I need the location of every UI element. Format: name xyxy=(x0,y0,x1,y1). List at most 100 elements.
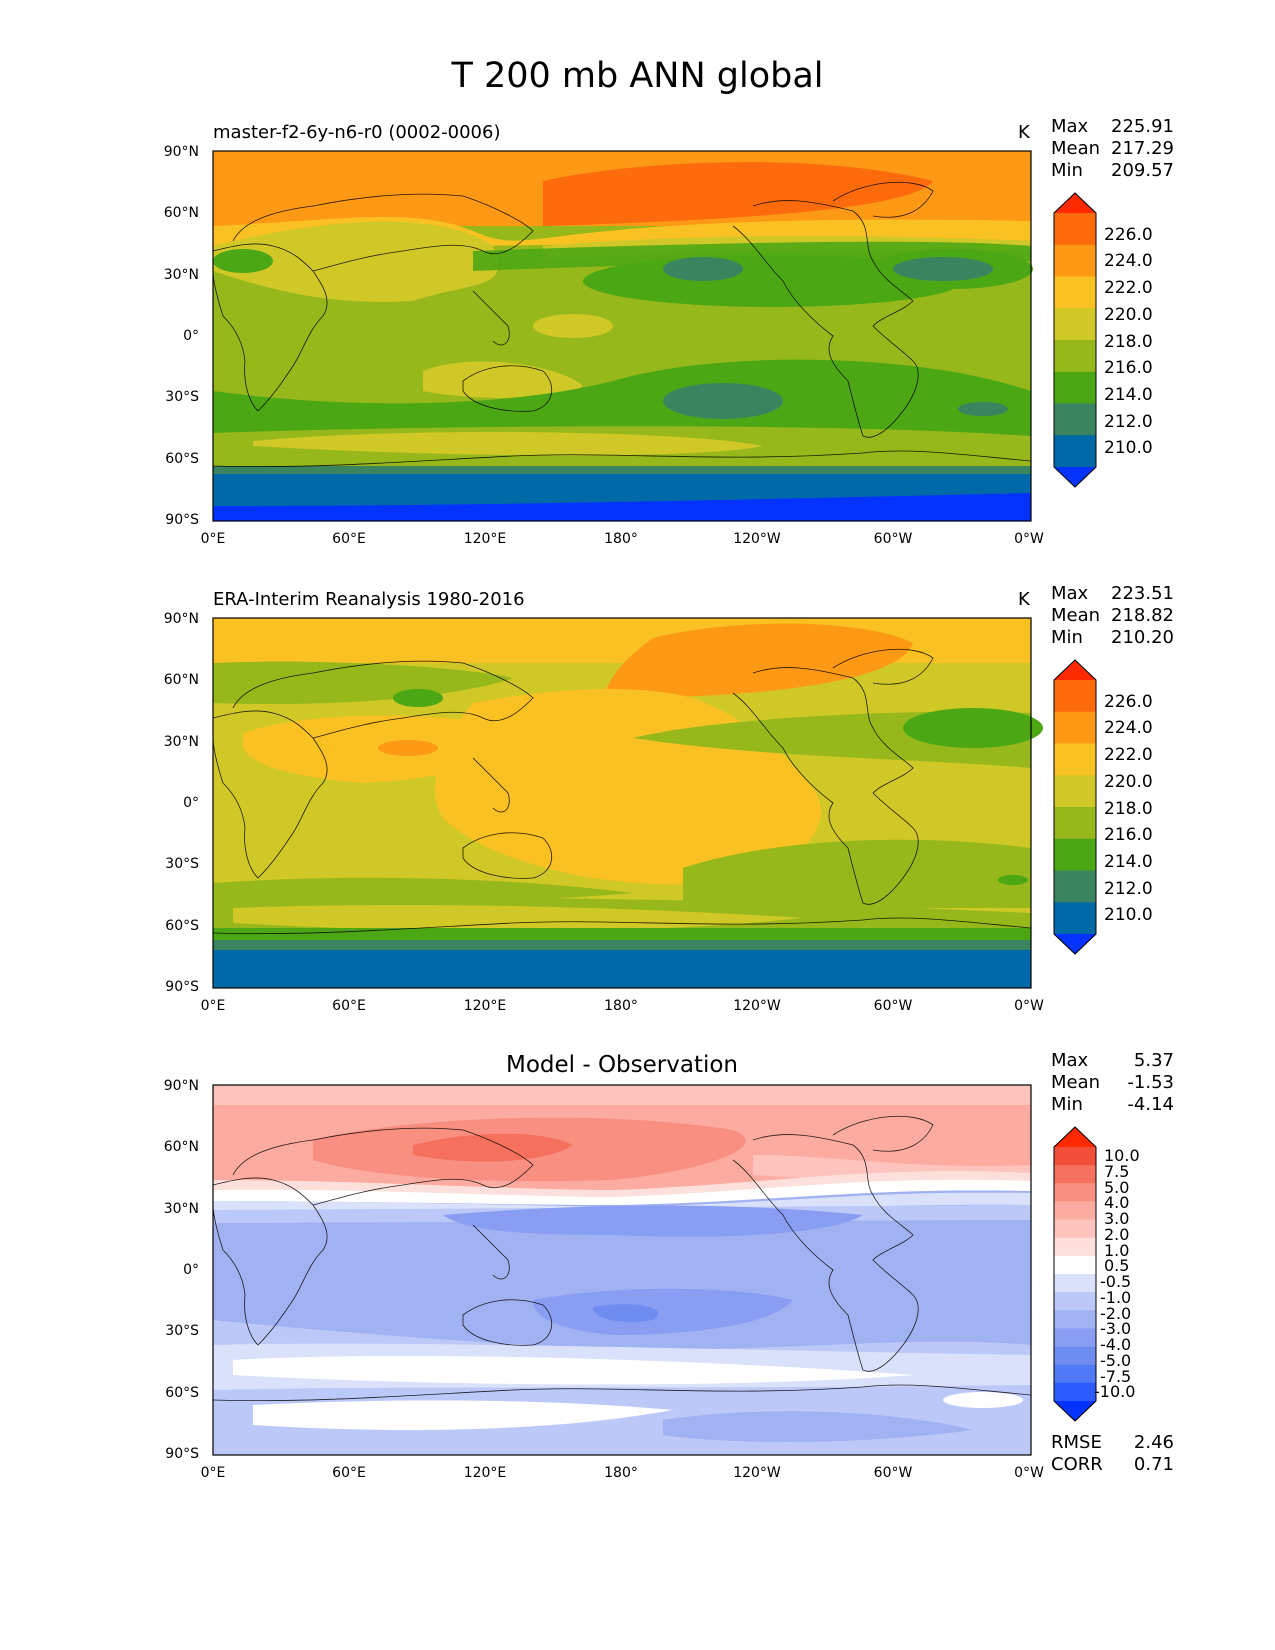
lon-tick: 120°E xyxy=(463,531,507,547)
colorbar-label: 10.0 xyxy=(1104,1146,1140,1165)
colorbar xyxy=(1053,192,1097,488)
lat-tick: 60°N xyxy=(163,1139,199,1155)
colorbar-swatch xyxy=(1054,743,1096,776)
lon-tick: 0°W xyxy=(1014,531,1044,547)
lat-tick: 0° xyxy=(183,1262,199,1278)
colorbar-swatch xyxy=(1054,1364,1096,1384)
colorbar-swatch xyxy=(1054,1201,1096,1221)
colorbar-swatch xyxy=(1054,902,1096,935)
colorbar-swatch xyxy=(1054,371,1096,404)
lon-tick: 0°W xyxy=(1014,1465,1044,1481)
lon-tick: 60°W xyxy=(873,1465,913,1481)
colorbar-label: 220.0 xyxy=(1104,305,1153,325)
colorbar-label: -0.5 xyxy=(1100,1272,1132,1291)
lat-tick: 30°N xyxy=(163,1201,199,1217)
colorbar-label: 226.0 xyxy=(1104,225,1153,245)
colorbar-extend-min xyxy=(1054,467,1096,487)
colorbar-swatches xyxy=(1053,659,1097,955)
colorbar-swatch xyxy=(1054,1382,1096,1402)
colorbar-label: 222.0 xyxy=(1104,745,1153,765)
lon-tick: 0°E xyxy=(200,998,226,1014)
lat-tick: 60°S xyxy=(165,918,199,934)
colorbar-swatch xyxy=(1054,775,1096,808)
lat-tick: 30°S xyxy=(165,856,199,872)
colorbar-swatch xyxy=(1054,340,1096,373)
colorbar-label: 210.0 xyxy=(1104,905,1153,925)
colorbar-label: 212.0 xyxy=(1104,879,1153,899)
colorbar-label: -5.0 xyxy=(1100,1351,1132,1370)
colorbar-swatches xyxy=(1053,1126,1097,1422)
colorbar-swatch xyxy=(1054,1165,1096,1184)
colorbar-label: -3.0 xyxy=(1100,1319,1132,1338)
colorbar-swatch xyxy=(1054,870,1096,903)
lon-tick: 0°E xyxy=(200,531,226,547)
colorbar-swatch xyxy=(1054,308,1096,341)
lon-tick: 60°E xyxy=(332,1465,366,1481)
lat-tick: 30°S xyxy=(165,389,199,405)
panel-title: Model - Observation xyxy=(505,1052,739,1078)
colorbar-label: 224.0 xyxy=(1104,251,1153,271)
colorbar-swatch xyxy=(1054,711,1096,744)
colorbar-swatch xyxy=(1054,1328,1096,1348)
lon-tick: 120°W xyxy=(733,1465,781,1481)
lon-tick: 120°E xyxy=(463,1465,507,1481)
lon-tick: 120°E xyxy=(463,998,507,1014)
lat-tick: 90°N xyxy=(163,144,199,160)
lon-tick: 180° xyxy=(604,1465,638,1481)
colorbar-label: 220.0 xyxy=(1104,772,1153,792)
lat-tick: 90°S xyxy=(165,979,199,995)
colorbar-label: 216.0 xyxy=(1104,358,1153,378)
colorbar-swatch xyxy=(1054,1292,1096,1311)
lat-tick: 30°N xyxy=(163,267,199,283)
colorbar-outline xyxy=(1053,192,1097,488)
colorbar-label: 4.0 xyxy=(1104,1193,1130,1212)
panel-label: master-f2-6y-n6-r0 (0002-0006) xyxy=(213,122,501,143)
lat-tick: 90°S xyxy=(165,1446,199,1462)
colorbar-label: 0.5 xyxy=(1104,1256,1130,1275)
colorbar xyxy=(1053,1126,1097,1422)
colorbar-label: -10.0 xyxy=(1094,1382,1136,1401)
colorbar-label: 214.0 xyxy=(1104,852,1153,872)
figure-title: T 200 mb ANN global xyxy=(451,56,824,96)
colorbar-label: -2.0 xyxy=(1100,1304,1132,1323)
colorbar-label: 218.0 xyxy=(1104,332,1153,352)
lon-tick: 180° xyxy=(604,998,638,1014)
colorbar-outline xyxy=(1053,659,1097,955)
colorbar-extend-max xyxy=(1054,1127,1096,1147)
lat-tick: 60°S xyxy=(165,1385,199,1401)
colorbar-swatch xyxy=(1054,435,1096,468)
map-difference xyxy=(212,1084,1032,1456)
colorbar-swatch xyxy=(1054,1346,1096,1366)
lon-tick: 180° xyxy=(604,531,638,547)
lat-tick: 60°N xyxy=(163,672,199,688)
colorbar-swatch xyxy=(1054,1237,1096,1257)
map-observation xyxy=(212,617,1043,989)
lon-tick: 0°E xyxy=(200,1465,226,1481)
colorbar-label: 214.0 xyxy=(1104,385,1153,405)
lat-tick: 30°N xyxy=(163,734,199,750)
colorbar-label: 3.0 xyxy=(1104,1209,1130,1228)
lat-tick: 0° xyxy=(183,795,199,811)
colorbar xyxy=(1053,659,1097,955)
colorbar-swatch xyxy=(1054,838,1096,871)
lon-tick: 120°W xyxy=(733,998,781,1014)
colorbar-label: 5.0 xyxy=(1104,1178,1130,1197)
colorbar-swatch xyxy=(1054,403,1096,436)
colorbar-extend-max xyxy=(1054,193,1096,213)
colorbar-label: 7.5 xyxy=(1104,1162,1130,1181)
lat-tick: 90°S xyxy=(165,512,199,528)
units-label: K xyxy=(1018,589,1030,610)
colorbar-swatch xyxy=(1054,276,1096,309)
colorbar-label: 224.0 xyxy=(1104,718,1153,738)
colorbar-swatch xyxy=(1054,1274,1096,1293)
colorbar-extend-min xyxy=(1054,1401,1096,1421)
colorbar-outline xyxy=(1053,1126,1097,1422)
colorbar-swatch xyxy=(1054,680,1096,713)
colorbar-label: -7.5 xyxy=(1100,1367,1132,1386)
lat-tick: 0° xyxy=(183,328,199,344)
panel-label: ERA-Interim Reanalysis 1980-2016 xyxy=(213,589,525,610)
colorbar-label: 216.0 xyxy=(1104,825,1153,845)
colorbar-label: 2.0 xyxy=(1104,1225,1130,1244)
